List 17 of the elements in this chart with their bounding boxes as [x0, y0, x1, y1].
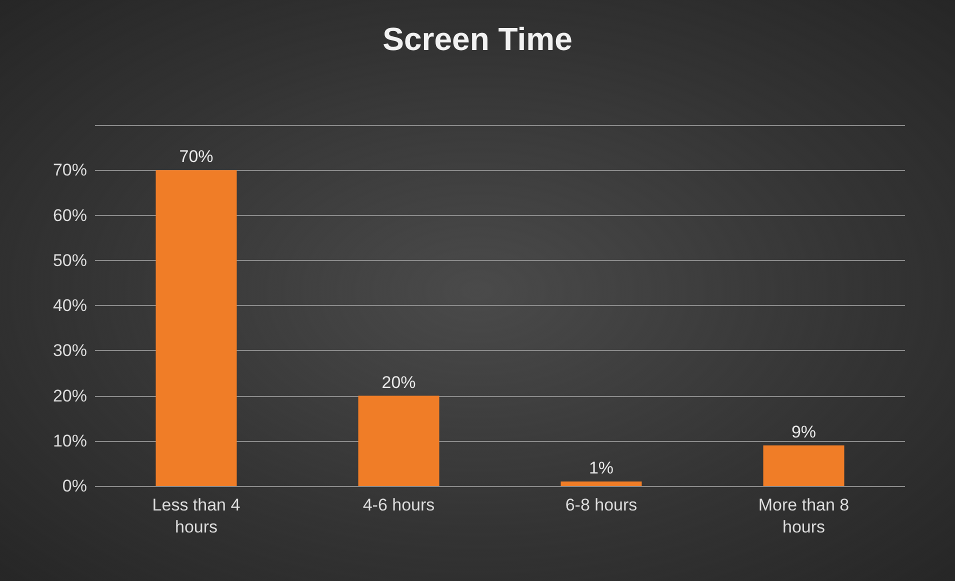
data-label: 9% [791, 422, 816, 442]
y-tick-label: 40% [52, 296, 87, 315]
x-tick-label: 4-6 hours [362, 496, 435, 514]
y-tick-label: 70% [52, 160, 87, 180]
chart-title: Screen Time [382, 21, 572, 57]
y-tick-label: 50% [52, 250, 87, 270]
y-tick-label: 10% [52, 431, 87, 450]
data-label: 70% [179, 147, 214, 166]
x-tick-label: More than 8 hours [758, 496, 850, 536]
y-tick-label: 30% [52, 341, 87, 360]
y-tick-label: 20% [52, 386, 87, 406]
data-label: 20% [382, 372, 416, 392]
x-tick-label: Less than 4 hours [152, 496, 240, 536]
y-tick-label: 0% [62, 476, 87, 496]
x-tick-label: 6-8 hours [565, 496, 638, 514]
data-label: 1% [588, 458, 614, 478]
y-tick-label: 60% [52, 206, 87, 225]
